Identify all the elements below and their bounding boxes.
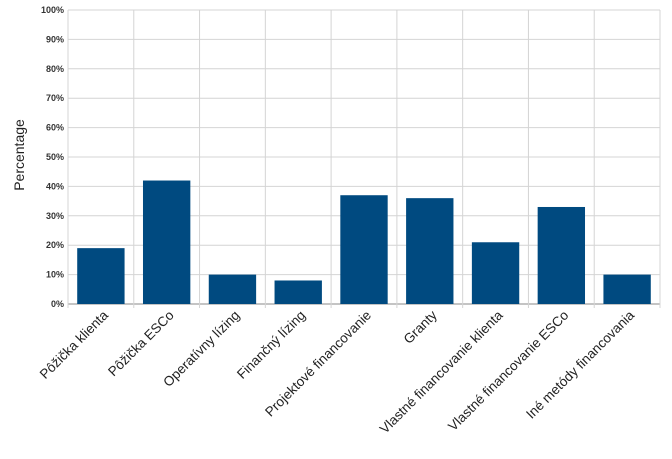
x-category-label: Pôžička klienta xyxy=(37,307,112,382)
y-tick-label: 80% xyxy=(46,64,64,74)
y-tick-label: 90% xyxy=(46,34,64,44)
bar xyxy=(274,280,322,304)
x-category-label: Iné metódy financovania xyxy=(523,307,637,421)
x-category-label: Pôžička ESCo xyxy=(105,308,177,380)
x-category-label: Granty xyxy=(401,307,440,346)
y-tick-label: 60% xyxy=(46,123,64,133)
y-tick-label: 100% xyxy=(41,5,64,15)
y-axis-title: Percentage xyxy=(11,119,27,191)
bar xyxy=(142,180,191,304)
x-category-label: Projektové financovanie xyxy=(262,308,374,420)
x-category-label: Finančný lízing xyxy=(234,308,308,382)
y-tick-label: 20% xyxy=(46,240,64,250)
y-tick-label: 10% xyxy=(46,270,64,280)
bar xyxy=(537,206,586,304)
bars xyxy=(77,180,651,304)
y-tick-label: 30% xyxy=(46,211,64,221)
bar xyxy=(208,274,257,304)
bar xyxy=(603,274,651,304)
y-tick-label: 40% xyxy=(46,181,64,191)
y-axis-ticks: 0% 10% 20% 30% 40% 50% 60% 70% 80% 90% 100% xyxy=(41,5,64,309)
grid-lines xyxy=(67,9,661,308)
y-tick-label: 50% xyxy=(46,152,64,162)
bar xyxy=(340,195,388,304)
y-tick-label: 70% xyxy=(46,93,64,103)
bar xyxy=(471,242,520,304)
bar xyxy=(77,248,125,304)
x-category-label: Vlastné financovanie klienta xyxy=(377,307,506,436)
x-category-label: Vlastné financovanie ESCo xyxy=(445,308,571,434)
y-tick-label: 0% xyxy=(51,299,64,309)
bar xyxy=(406,198,454,304)
